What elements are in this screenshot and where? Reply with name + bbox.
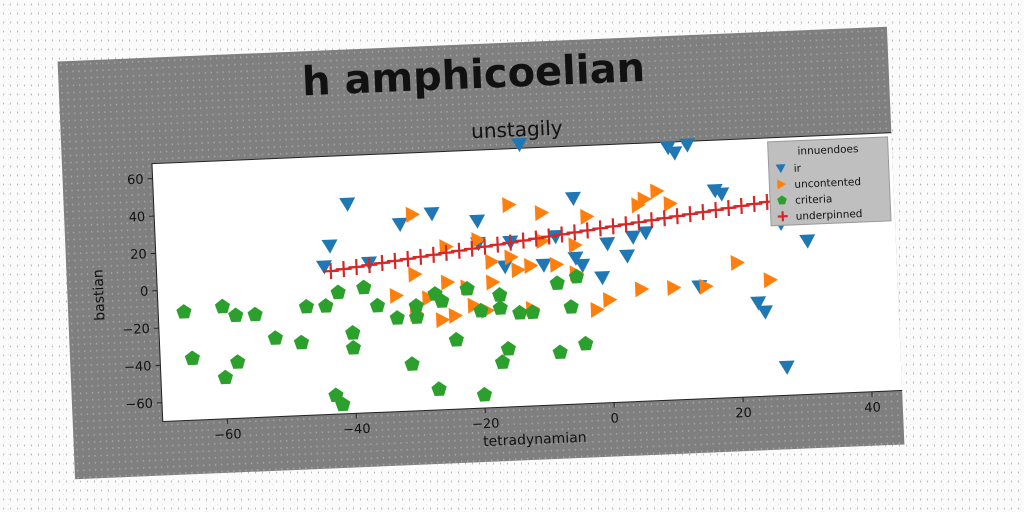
y-tick-label: 60 (127, 173, 144, 189)
x-tick-label: 20 (735, 406, 752, 422)
x-axis-label: tetradynamian (483, 430, 587, 450)
scatter-chart: unstagily −60 −40 −20 0 20 40−60−40−200204060… (58, 27, 905, 479)
x-tick-label: 40 (864, 400, 881, 416)
figure-card: h amphicoelian unstagily −60 −40 −20 0 20 40−… (58, 27, 905, 479)
y-tick-label: 0 (140, 285, 149, 300)
y-axis-label: bastian (90, 269, 108, 321)
legend-label-ir: ir (793, 163, 801, 175)
y-tick-label: −60 (125, 397, 153, 413)
x-tick-label: −20 (472, 416, 500, 432)
y-tick-label: −20 (122, 322, 150, 338)
x-tick-label: 0 (610, 411, 619, 426)
y-tick-label: −40 (124, 359, 152, 375)
y-tick-label: 40 (128, 210, 145, 226)
y-tick-label: 20 (130, 247, 147, 263)
x-tick-label: −40 (343, 422, 371, 438)
x-tick-label: −60 (214, 427, 242, 443)
legend-label-criteria: criteria (795, 193, 833, 207)
legend-title: innuendoes (797, 143, 858, 158)
